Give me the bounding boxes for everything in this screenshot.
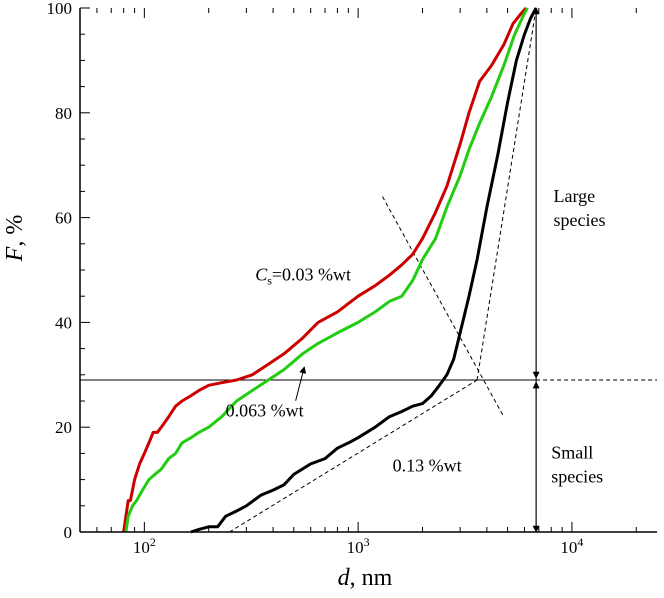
- large-species-label-line1: Large: [554, 186, 596, 206]
- series-lines: [122, 7, 538, 534]
- cs-003-label: Cs=0.03 %wt: [255, 264, 351, 287]
- axis-ticks: 102 103 104 0 20 40 60 80 100: [47, 0, 637, 557]
- y-tick-label: 80: [55, 104, 72, 123]
- diagonal-dashed-line: [382, 196, 505, 417]
- x-tick-label: 104: [560, 535, 583, 557]
- x-tick-label: 103: [347, 535, 370, 557]
- y-tick-label: 60: [55, 209, 72, 228]
- y-tick-label: 20: [55, 418, 72, 437]
- tangent-large-dashed: [476, 7, 537, 381]
- series-line-1: [122, 7, 528, 533]
- wt-013-label: 0.13 %wt: [393, 456, 462, 476]
- y-axis-title: F, %: [2, 215, 28, 263]
- large-species-label-line2: species: [554, 210, 606, 230]
- y-tick-label: 0: [64, 523, 73, 542]
- small-species-label-line2: species: [551, 467, 603, 487]
- y-tick-label: 100: [47, 0, 73, 18]
- series-line-3: [190, 7, 538, 534]
- wt-0063-label: 0.063 %wt: [226, 401, 304, 421]
- plot-frame: [79, 8, 657, 533]
- x-tick-label: 102: [133, 535, 156, 557]
- small-species-label-line1: Small: [551, 443, 593, 463]
- y-tick-label: 40: [55, 313, 72, 332]
- series-line-2: [124, 7, 529, 533]
- wt-0063-arrow: [295, 366, 307, 401]
- x-axis-title: d, nm: [338, 565, 393, 591]
